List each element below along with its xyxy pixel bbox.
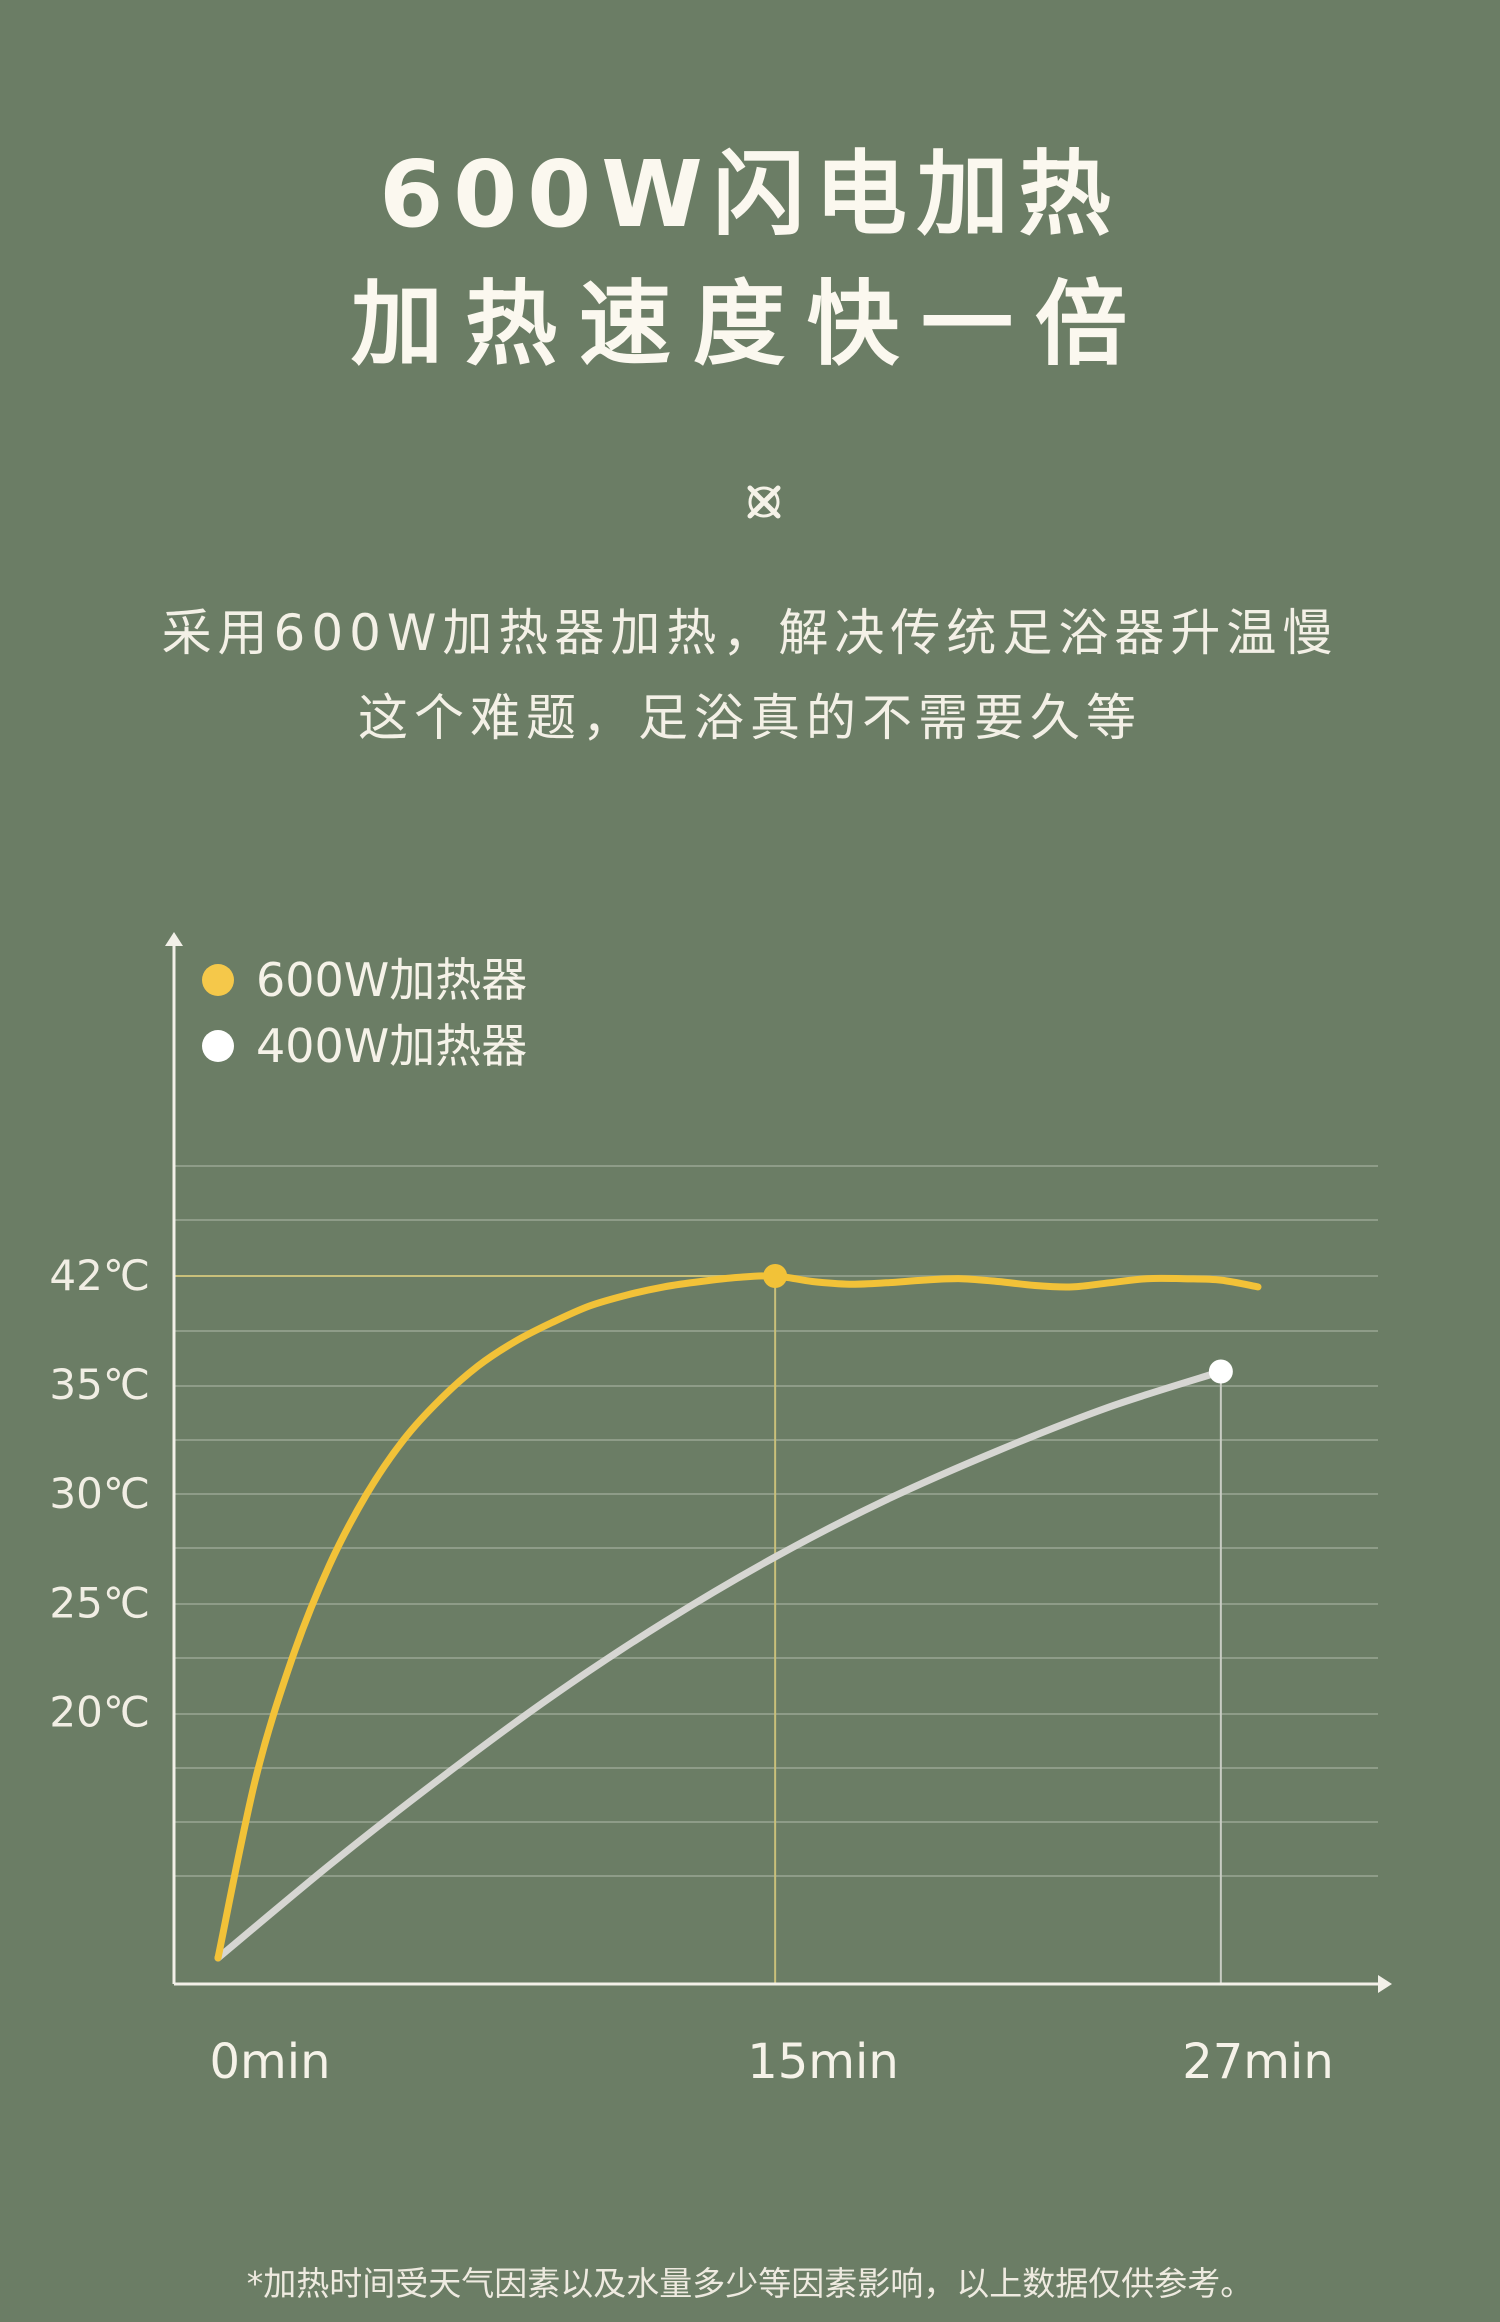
y-tick-label: 20℃: [49, 1687, 150, 1736]
footnote: *加热时间受天气因素以及水量多少等因素影响，以上数据仅供参考。: [246, 2264, 1254, 2303]
description-line-2: 这个难题，足浴真的不需要久等: [358, 689, 1142, 747]
y-tick-label: 42℃: [49, 1251, 150, 1300]
series-line-400w: [214, 1368, 1225, 1962]
x-tick-label: 27min: [1182, 2034, 1334, 2090]
description-line-1: 采用600W加热器加热，解决传统足浴器升温慢: [161, 604, 1339, 662]
marker-point-400w: [1208, 1359, 1233, 1384]
legend-label-0: 600W加热器: [256, 953, 527, 1007]
heating-curve-chart: 42℃ 35℃ 30℃ 25℃ 20℃ 0min 15min 27min 600W加热器 400W…: [49, 932, 1392, 2090]
y-axis-arrow: [165, 932, 183, 946]
cross-icon: [747, 485, 781, 519]
y-tick-label: 30℃: [49, 1469, 150, 1518]
headline-line-1: 600W闪电加热: [379, 141, 1121, 248]
y-tick-label: 35℃: [49, 1360, 150, 1409]
x-axis-arrow: [1378, 1975, 1392, 1993]
y-tick-label: 25℃: [49, 1578, 150, 1627]
x-tick-label: 15min: [747, 2034, 899, 2090]
series-line-600w: [214, 1272, 1262, 1962]
x-tick-label: 0min: [209, 2034, 330, 2090]
headline-line-2: 加热速度快一倍: [350, 271, 1149, 378]
marker-point-600w: [763, 1264, 788, 1288]
legend-dot-0: [202, 964, 234, 996]
legend-label-1: 400W加热器: [256, 1019, 527, 1073]
legend-dot-1: [202, 1030, 234, 1062]
